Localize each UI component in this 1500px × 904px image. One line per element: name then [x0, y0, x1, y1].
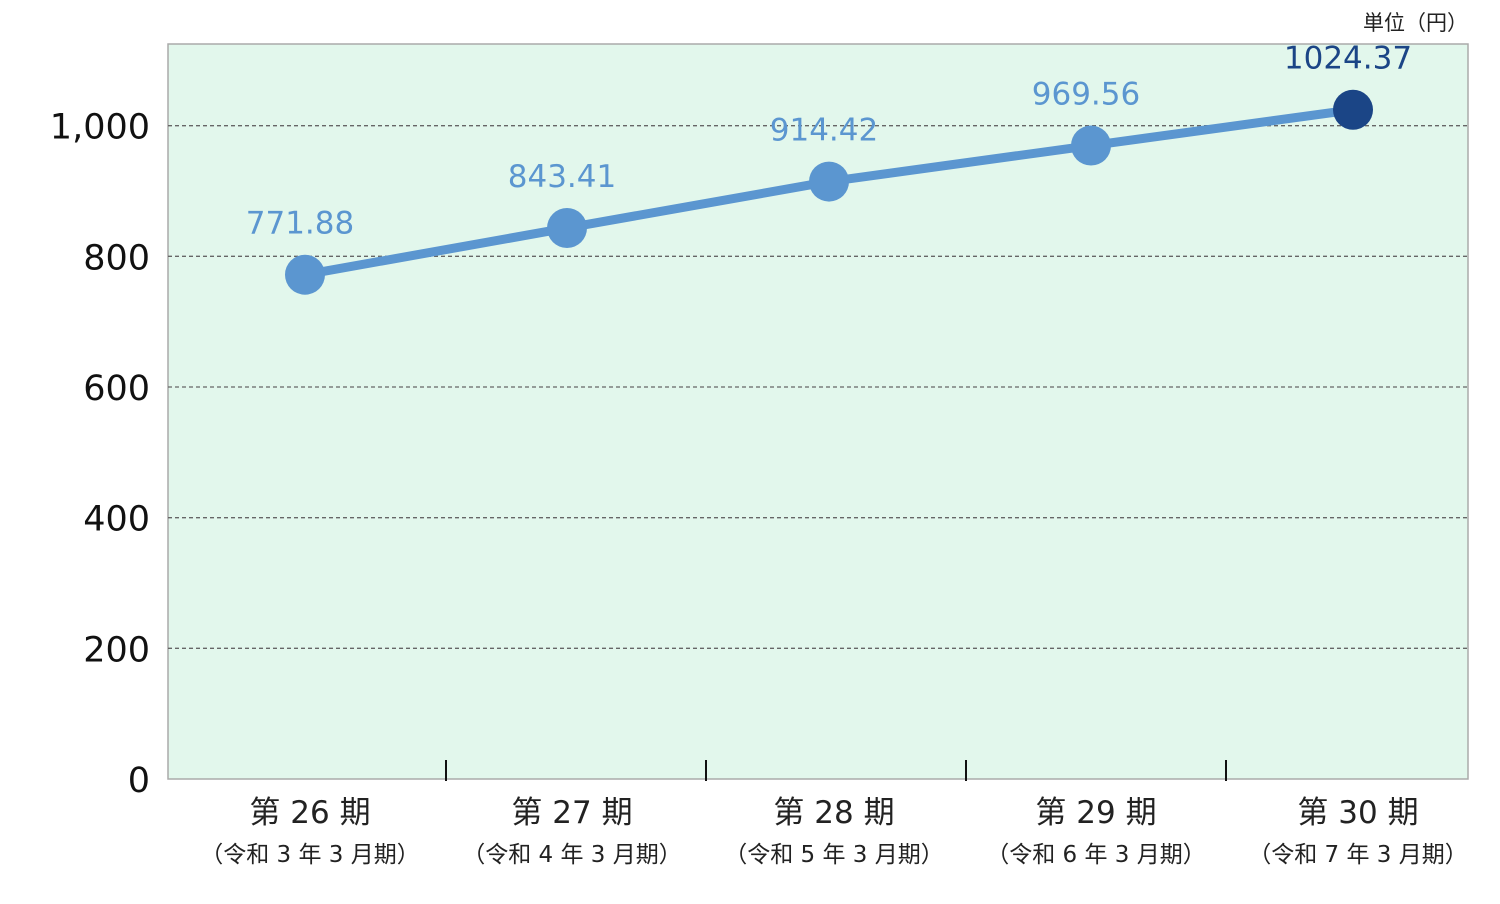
data-label: 771.88: [246, 206, 354, 242]
unit-label: 単位（円）: [1363, 11, 1468, 35]
data-point: [1071, 125, 1111, 166]
data-point: [285, 254, 325, 295]
data-label: 969.56: [1032, 77, 1140, 113]
y-tick-label: 0: [128, 761, 150, 801]
x-tick-sublabel: （令和 4 年 3 月期）: [462, 842, 682, 868]
data-label: 1024.37: [1284, 41, 1412, 77]
x-tick-label: 第 30 期: [1297, 795, 1418, 831]
data-point: [1333, 89, 1373, 130]
data-label: 843.41: [508, 159, 616, 195]
x-tick-label: 第 27 期: [511, 795, 632, 831]
x-tick-label: 第 28 期: [773, 795, 894, 831]
x-tick-sublabel: （令和 3 年 3 月期）: [200, 842, 420, 868]
y-tick-label: 1,000: [50, 108, 150, 148]
plot-area: [167, 43, 1469, 780]
x-tick-sublabel: （令和 6 年 3 月期）: [986, 842, 1206, 868]
y-tick-label: 200: [83, 630, 150, 670]
y-tick-label: 800: [83, 238, 150, 278]
data-point: [809, 161, 849, 202]
y-tick-label: 600: [83, 369, 150, 409]
x-tick-label: 第 26 期: [249, 795, 370, 831]
data-point: [547, 207, 587, 248]
x-tick-label: 第 29 期: [1035, 795, 1156, 831]
x-tick-sublabel: （令和 7 年 3 月期）: [1248, 842, 1468, 868]
x-tick-sublabel: （令和 5 年 3 月期）: [724, 842, 944, 868]
y-tick-label: 400: [83, 500, 150, 540]
data-label: 914.42: [770, 113, 878, 149]
